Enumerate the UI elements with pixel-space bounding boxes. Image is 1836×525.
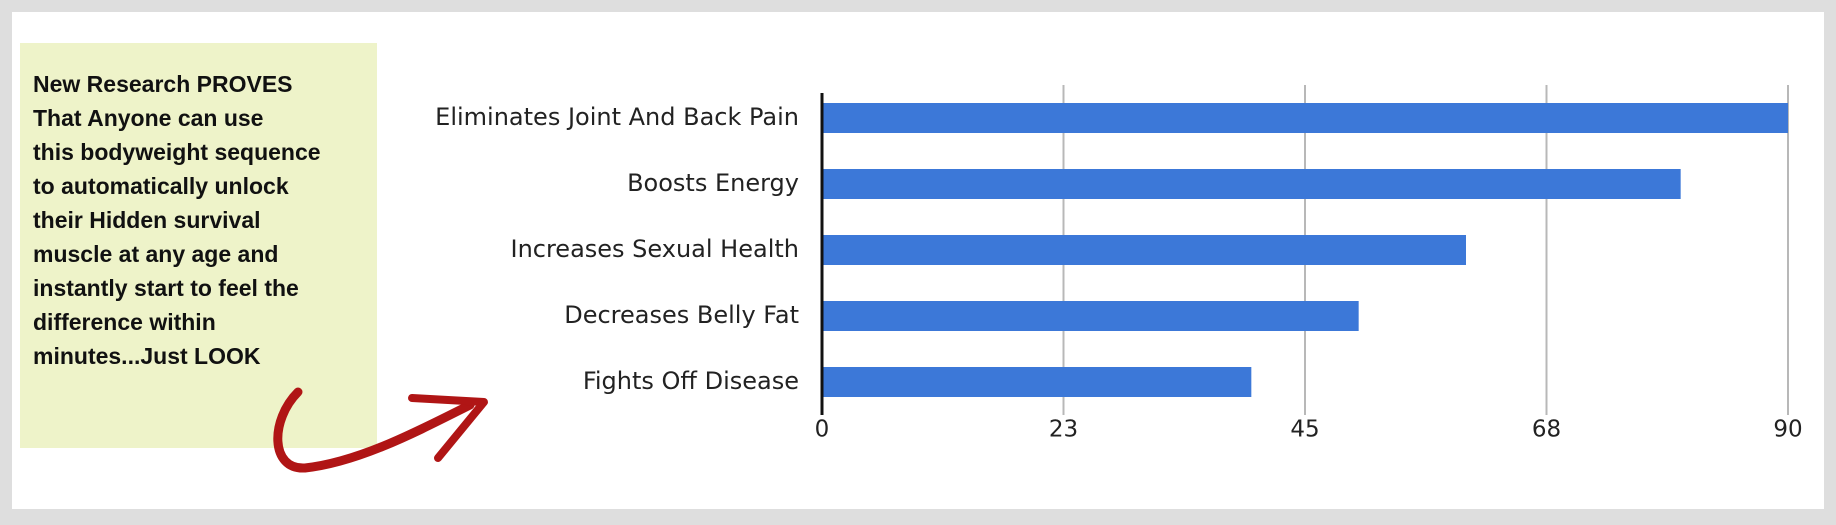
note-line: their Hidden survival — [33, 207, 261, 233]
note-line: muscle at any age and — [33, 241, 278, 267]
bar — [822, 235, 1466, 265]
note-line: to automatically unlock — [33, 173, 289, 199]
x-tick-label: 23 — [1049, 417, 1078, 443]
note-box — [20, 43, 377, 448]
bar — [822, 169, 1681, 199]
x-tick-label: 0 — [815, 417, 830, 443]
bar — [822, 301, 1359, 331]
chart: 0 23 45 68 90 Eliminates Joint And Back Pain B… — [435, 85, 1803, 443]
note-text: New Research PROVES That Anyone can use th… — [33, 71, 321, 369]
category-label: Boosts Energy — [627, 169, 799, 197]
note-line: instantly start to feel the — [33, 275, 299, 301]
arrow — [273, 387, 475, 473]
category-label: Fights Off Disease — [583, 367, 799, 395]
category-label: Decreases Belly Fat — [564, 301, 799, 329]
x-tick-label: 90 — [1773, 417, 1802, 443]
note-line: this bodyweight sequence — [33, 139, 321, 165]
bar — [822, 103, 1788, 133]
note-line: minutes...Just LOOK — [33, 343, 261, 369]
x-tick-label: 68 — [1532, 417, 1561, 443]
category-label: Eliminates Joint And Back Pain — [435, 103, 799, 131]
note-line: That Anyone can use — [33, 105, 263, 131]
note-line: New Research PROVES — [33, 71, 293, 97]
note-line: difference within — [33, 309, 216, 335]
category-label: Increases Sexual Health — [510, 235, 799, 263]
bar — [822, 367, 1252, 397]
x-tick-label: 45 — [1290, 417, 1319, 443]
arrow-head — [408, 394, 488, 462]
